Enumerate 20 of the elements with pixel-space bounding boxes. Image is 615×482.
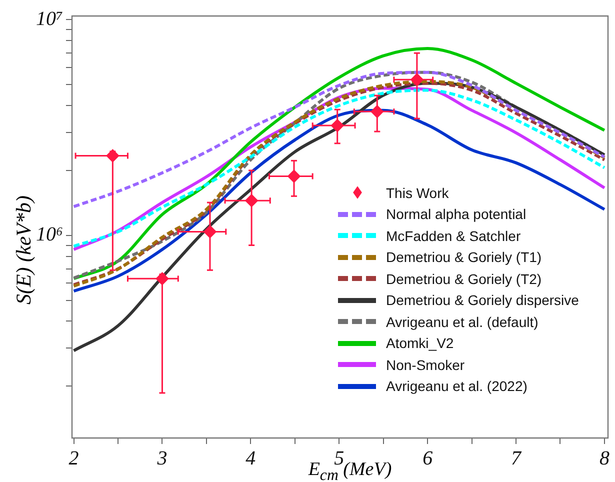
x-tick-label: 2 <box>68 447 79 470</box>
y-axis-title: S(E) (keV*b) <box>12 195 36 305</box>
legend-label: This Work <box>386 184 449 201</box>
x-tick-label: 4 <box>246 447 256 470</box>
x-tick-label: 3 <box>156 447 168 470</box>
x-tick-label: 6 <box>422 447 433 470</box>
line-series <box>72 70 606 208</box>
legend-label: Avrigeanu et al. (default) <box>386 314 538 330</box>
x-tick-label: 8 <box>599 447 610 470</box>
y-tick-label: 10⁷ <box>36 8 64 30</box>
legend-label: Demetriou & Goriely (T2) <box>386 270 542 287</box>
y-tick-label: 10⁶ <box>36 224 64 246</box>
legend-label: Atomki_V2 <box>386 335 454 352</box>
legend-label: Non-Smoker <box>386 356 465 373</box>
legend-label: Normal alpha potential <box>386 206 526 222</box>
legend-label: Demetriou & Goriely (T1) <box>386 249 542 266</box>
x-tick-label: 7 <box>511 447 522 470</box>
legend-label: McFadden & Satchler <box>386 228 521 244</box>
legend-label: Avrigeanu et al. (2022) <box>386 378 528 394</box>
legend-label: Demetriou & Goriely dispersive <box>386 292 579 308</box>
